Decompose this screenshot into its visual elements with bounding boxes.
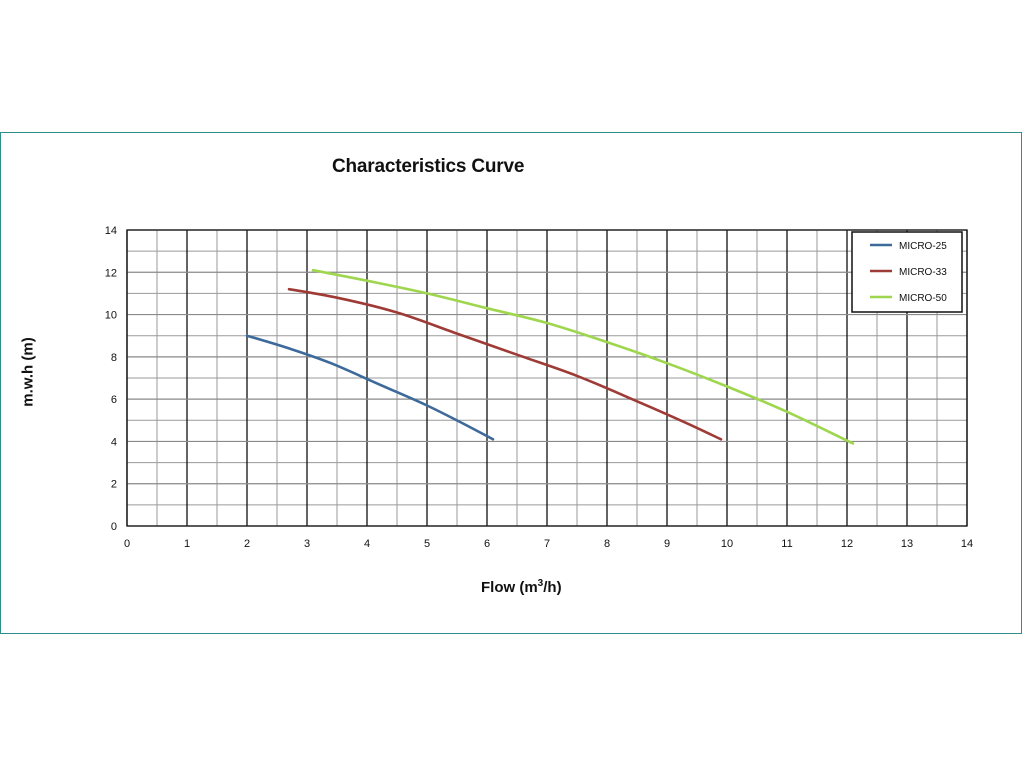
legend-label: MICRO-50 bbox=[899, 293, 947, 304]
x-tick-label: 4 bbox=[364, 538, 370, 550]
x-tick-label: 13 bbox=[901, 538, 913, 550]
y-tick-label: 4 bbox=[111, 436, 117, 448]
x-tick-label: 14 bbox=[961, 538, 973, 550]
x-tick-label: 0 bbox=[124, 538, 130, 550]
x-axis-label-main: Flow (m bbox=[481, 579, 538, 596]
y-tick-label: 2 bbox=[111, 479, 117, 491]
y-tick-label: 12 bbox=[105, 267, 117, 279]
series-line-micro-25 bbox=[245, 334, 495, 441]
x-tick-label: 7 bbox=[544, 538, 550, 550]
series-line-micro-33 bbox=[287, 287, 723, 441]
x-tick-label: 10 bbox=[721, 538, 733, 550]
x-tick-label: 9 bbox=[664, 538, 670, 550]
x-tick-label: 12 bbox=[841, 538, 853, 550]
x-tick-label: 6 bbox=[484, 538, 490, 550]
x-axis-label-sup: 3 bbox=[537, 578, 544, 589]
plot-border bbox=[126, 229, 968, 527]
y-tick-label: 8 bbox=[111, 352, 117, 364]
x-tick-label: 5 bbox=[424, 538, 430, 550]
x-axis-label-end: /h) bbox=[543, 579, 562, 596]
x-tick-label: 1 bbox=[184, 538, 190, 550]
legend-label: MICRO-33 bbox=[899, 267, 947, 278]
x-tick-label: 3 bbox=[304, 538, 310, 550]
y-tick-label: 14 bbox=[105, 225, 117, 237]
x-tick-label: 2 bbox=[244, 538, 250, 550]
legend-label: MICRO-25 bbox=[899, 241, 947, 252]
series-line-micro-50 bbox=[311, 268, 855, 445]
y-tick-label: 6 bbox=[111, 394, 117, 406]
x-tick-label: 11 bbox=[781, 538, 792, 550]
chart-title: Characteristics Curve bbox=[332, 156, 525, 177]
y-tick-label: 0 bbox=[111, 521, 117, 533]
x-axis-label: Flow (m3/h) bbox=[481, 578, 562, 596]
y-tick-label: 10 bbox=[105, 310, 117, 322]
x-tick-label: 8 bbox=[604, 538, 610, 550]
